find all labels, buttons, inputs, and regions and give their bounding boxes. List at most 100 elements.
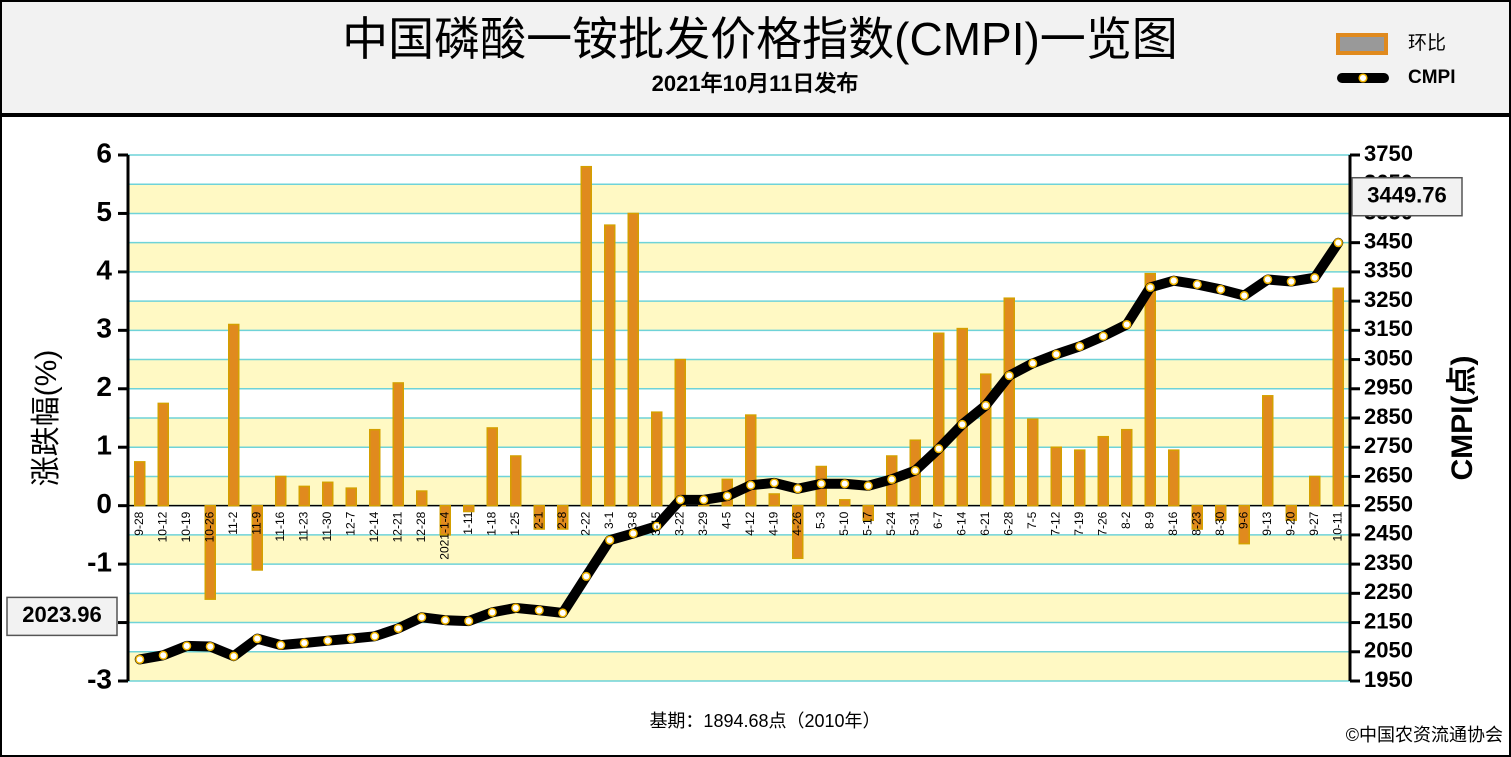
- x-tick-label: 8-23: [1189, 511, 1203, 535]
- x-tick-label: 8-16: [1166, 511, 1180, 535]
- y-tick-label: 1: [96, 430, 112, 461]
- x-tick-label: 9-28: [132, 511, 146, 535]
- y2-tick-label: 2150: [1364, 608, 1413, 633]
- cmpi-marker: [981, 400, 991, 410]
- y2-tick-label: 2450: [1364, 521, 1413, 546]
- cmpi-marker: [863, 481, 873, 491]
- y2-tick-label: 2550: [1364, 491, 1413, 516]
- cmpi-marker: [628, 528, 638, 538]
- y2-tick-label: 3450: [1364, 228, 1413, 253]
- bar: [1074, 449, 1086, 507]
- x-tick-label: 12-28: [414, 511, 428, 542]
- x-tick-label: 6-14: [954, 511, 968, 535]
- cmpi-marker: [182, 641, 192, 651]
- cmpi-marker: [417, 612, 427, 622]
- cmpi-marker: [1192, 279, 1202, 290]
- bar: [862, 504, 874, 522]
- x-tick-label: 6-21: [978, 511, 992, 535]
- bar: [251, 504, 263, 571]
- bar: [1215, 504, 1227, 522]
- bar: [1309, 475, 1321, 507]
- x-tick-label: 3-22: [672, 511, 686, 535]
- bar: [392, 382, 404, 507]
- bar: [134, 461, 146, 507]
- y2-tick-label: 2250: [1364, 579, 1413, 604]
- bar: [627, 212, 639, 507]
- cmpi-marker: [605, 535, 615, 545]
- cmpi-marker: [135, 654, 145, 664]
- x-tick-label: 12-7: [343, 511, 357, 535]
- x-tick-label: 7-19: [1072, 511, 1086, 535]
- y2-tick-label: 3150: [1364, 316, 1413, 341]
- x-tick-label: 9-20: [1283, 511, 1297, 535]
- bar: [204, 504, 216, 600]
- x-tick-label: 10-26: [202, 511, 216, 542]
- y2-tick-label: 3350: [1364, 258, 1413, 283]
- x-tick-label: 12-21: [390, 511, 404, 542]
- bar: [322, 481, 334, 507]
- x-tick-label: 10-19: [179, 511, 193, 542]
- first-value-label: 2023.96: [22, 602, 102, 627]
- bar: [1285, 504, 1297, 522]
- cmpi-marker: [722, 491, 732, 501]
- cmpi-marker: [793, 484, 803, 494]
- cmpi-marker: [323, 636, 333, 646]
- cmpi-marker: [840, 479, 850, 489]
- x-tick-label: 6-7: [931, 511, 945, 529]
- band: [128, 593, 1350, 623]
- y2-tick-label: 2650: [1364, 462, 1413, 487]
- y2-tick-label: 2050: [1364, 638, 1413, 663]
- bar: [369, 428, 381, 507]
- bar: [768, 493, 780, 507]
- y-tick-label: 0: [96, 488, 112, 519]
- y-tick-label: 5: [96, 196, 112, 227]
- x-tick-label: 5-17: [860, 511, 874, 535]
- x-tick-label: 8-2: [1119, 511, 1133, 529]
- x-tick-label: 1-25: [508, 511, 522, 535]
- cmpi-marker: [816, 479, 826, 489]
- cmpi-marker: [158, 650, 168, 660]
- x-tick-label: 7-12: [1048, 511, 1062, 535]
- bar: [439, 504, 451, 536]
- bar: [1097, 435, 1109, 507]
- bar: [298, 485, 310, 507]
- x-tick-label: 4-26: [790, 511, 804, 535]
- legend-label: 环比: [1408, 32, 1446, 54]
- legend-label: CMPI: [1408, 67, 1456, 88]
- y-tick-label: 3: [96, 313, 112, 344]
- y-axis-title: 涨跌幅(%): [30, 350, 63, 487]
- cmpi-marker: [346, 634, 356, 644]
- x-tick-label: 7-5: [1025, 511, 1039, 529]
- bar: [533, 504, 545, 530]
- cmpi-marker: [1333, 238, 1343, 248]
- y-tick-label: 6: [96, 137, 112, 168]
- x-tick-label: 4-19: [766, 511, 780, 535]
- x-tick-label: 3-8: [625, 511, 639, 529]
- cmpi-marker: [487, 607, 497, 617]
- bar: [580, 165, 592, 507]
- bar: [486, 427, 498, 507]
- x-tick-label: 2-22: [578, 511, 592, 535]
- bar: [1050, 446, 1062, 507]
- base-note: 基期：1894.68点（2010年）: [649, 711, 880, 731]
- cmpi-marker: [581, 571, 591, 581]
- x-tick-label: 1-11: [461, 511, 475, 534]
- cmpi-marker: [1145, 282, 1155, 292]
- bar: [557, 504, 569, 530]
- bar: [1121, 428, 1133, 507]
- x-tick-label: 8-9: [1142, 511, 1156, 529]
- bar: [1238, 504, 1250, 545]
- x-tick-label: 2021-1-4: [437, 511, 451, 559]
- x-tick-label: 4-12: [743, 511, 757, 535]
- cmpi-marker: [1169, 276, 1179, 286]
- x-tick-label: 9-6: [1236, 511, 1250, 529]
- y2-tick-label: 3750: [1364, 141, 1413, 166]
- cmpi-marker: [957, 419, 967, 429]
- cmpi-marker: [558, 608, 568, 618]
- band: [128, 301, 1350, 331]
- bar: [674, 358, 686, 507]
- bar: [1191, 504, 1203, 530]
- cmpi-marker: [769, 478, 779, 488]
- x-tick-label: 7-26: [1095, 511, 1109, 535]
- cmpi-marker: [887, 474, 897, 484]
